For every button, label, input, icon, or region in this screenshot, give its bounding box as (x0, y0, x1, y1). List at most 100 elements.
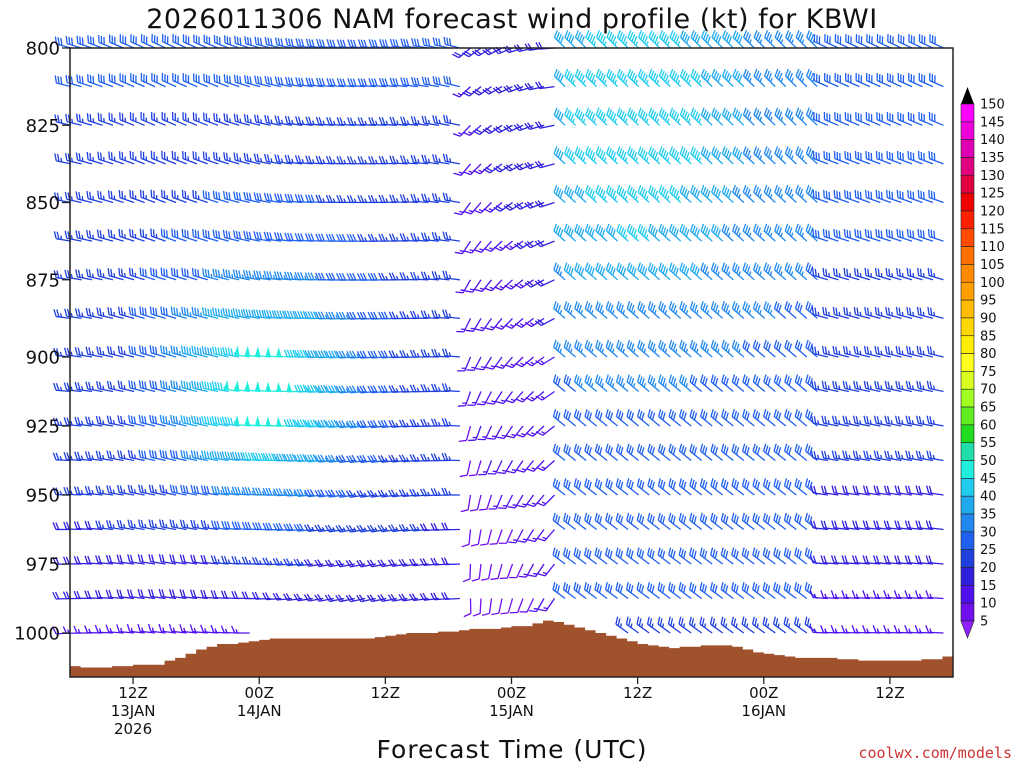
wind-barb (466, 356, 482, 371)
wind-barb (491, 598, 503, 616)
barb-half (70, 196, 73, 201)
barb-full (246, 192, 249, 201)
wind-barb (138, 449, 156, 462)
barb-full (153, 190, 155, 199)
barb-full (164, 74, 166, 82)
barb-half (210, 273, 213, 279)
barb-full (287, 38, 291, 47)
barb-full (217, 347, 221, 356)
wind-barb (525, 425, 545, 437)
wind-barb (108, 73, 124, 88)
barb-full (110, 268, 113, 277)
barb-shaft (468, 529, 472, 545)
wind-barb (96, 381, 114, 393)
barb-full (247, 521, 252, 530)
barb-full (228, 192, 231, 201)
barb-full (197, 269, 200, 278)
barb-half (91, 312, 94, 317)
barb-half (112, 489, 115, 494)
wind-barb (201, 450, 219, 462)
barb-half (283, 275, 286, 280)
barb-full (98, 416, 102, 425)
barb-full (246, 153, 249, 162)
barb-full (188, 382, 192, 391)
barb-half (81, 312, 84, 317)
wind-barb (191, 380, 208, 393)
wind-barb (463, 598, 472, 618)
barb-full (212, 268, 215, 277)
barb-full (184, 190, 187, 199)
wind-barb (95, 415, 114, 427)
barb-full (277, 115, 281, 124)
barb-full (471, 578, 480, 582)
barb-half (177, 117, 179, 122)
barb-full (224, 451, 228, 460)
barb-full (208, 36, 211, 45)
barb-full (509, 611, 518, 614)
barb-full (173, 307, 176, 315)
wind-barb (535, 390, 555, 401)
barb-full (133, 416, 137, 425)
wind-barb (181, 228, 198, 242)
barb-full (175, 346, 179, 355)
barb-full (75, 113, 79, 122)
barb-full (67, 270, 71, 278)
barb-half (80, 420, 84, 426)
barb-full (109, 307, 113, 316)
wind-barb (213, 151, 229, 165)
wind-barb (86, 113, 103, 126)
wind-barb (137, 623, 156, 634)
wind-barb (212, 190, 229, 204)
barb-full (470, 543, 479, 547)
barb-full (269, 271, 273, 279)
wind-barb (179, 554, 198, 565)
barb-full (156, 75, 158, 83)
wind-barb (504, 279, 524, 290)
barb-half (124, 156, 126, 161)
wind-barb (116, 624, 135, 634)
wind-barb (481, 563, 493, 581)
barb-full (272, 523, 278, 531)
wind-barb (105, 554, 124, 565)
wind-barb (514, 240, 534, 250)
barb-full (179, 519, 183, 528)
barb-full (149, 306, 152, 315)
barb-full (234, 486, 239, 495)
barb-full (237, 521, 241, 530)
barb-full (161, 111, 163, 120)
barb-full (210, 555, 215, 563)
barb-half (80, 490, 84, 495)
wind-barb (192, 228, 208, 242)
wind-barb (160, 267, 177, 281)
barb-half (120, 627, 123, 633)
barb-half (113, 195, 116, 200)
barb-full (216, 74, 218, 83)
wind-barb (494, 317, 513, 330)
barb-full (55, 556, 60, 565)
barb-full (130, 485, 134, 493)
barb-full (120, 415, 123, 424)
wind-barb (284, 154, 303, 165)
barb-full (205, 152, 208, 161)
barb-full (209, 382, 213, 391)
barb-full (194, 268, 197, 277)
wind-barb (233, 191, 250, 204)
barb-full (253, 270, 257, 278)
barb-shaft (507, 598, 514, 614)
wind-barb (95, 485, 114, 496)
barb-full (106, 415, 110, 424)
barb-full (228, 270, 231, 278)
barb-full (139, 267, 142, 276)
barb-full (231, 521, 236, 529)
wind-barb (525, 390, 545, 402)
wind-barb (106, 380, 124, 393)
barb-full (111, 113, 113, 122)
barb-full (158, 588, 162, 597)
wind-barb (54, 153, 72, 165)
barb-full (244, 487, 249, 495)
barb-full (120, 381, 123, 389)
barb-full (479, 508, 487, 511)
barb-half (145, 156, 147, 161)
barb-full (287, 116, 291, 124)
wind-barb (161, 72, 177, 88)
